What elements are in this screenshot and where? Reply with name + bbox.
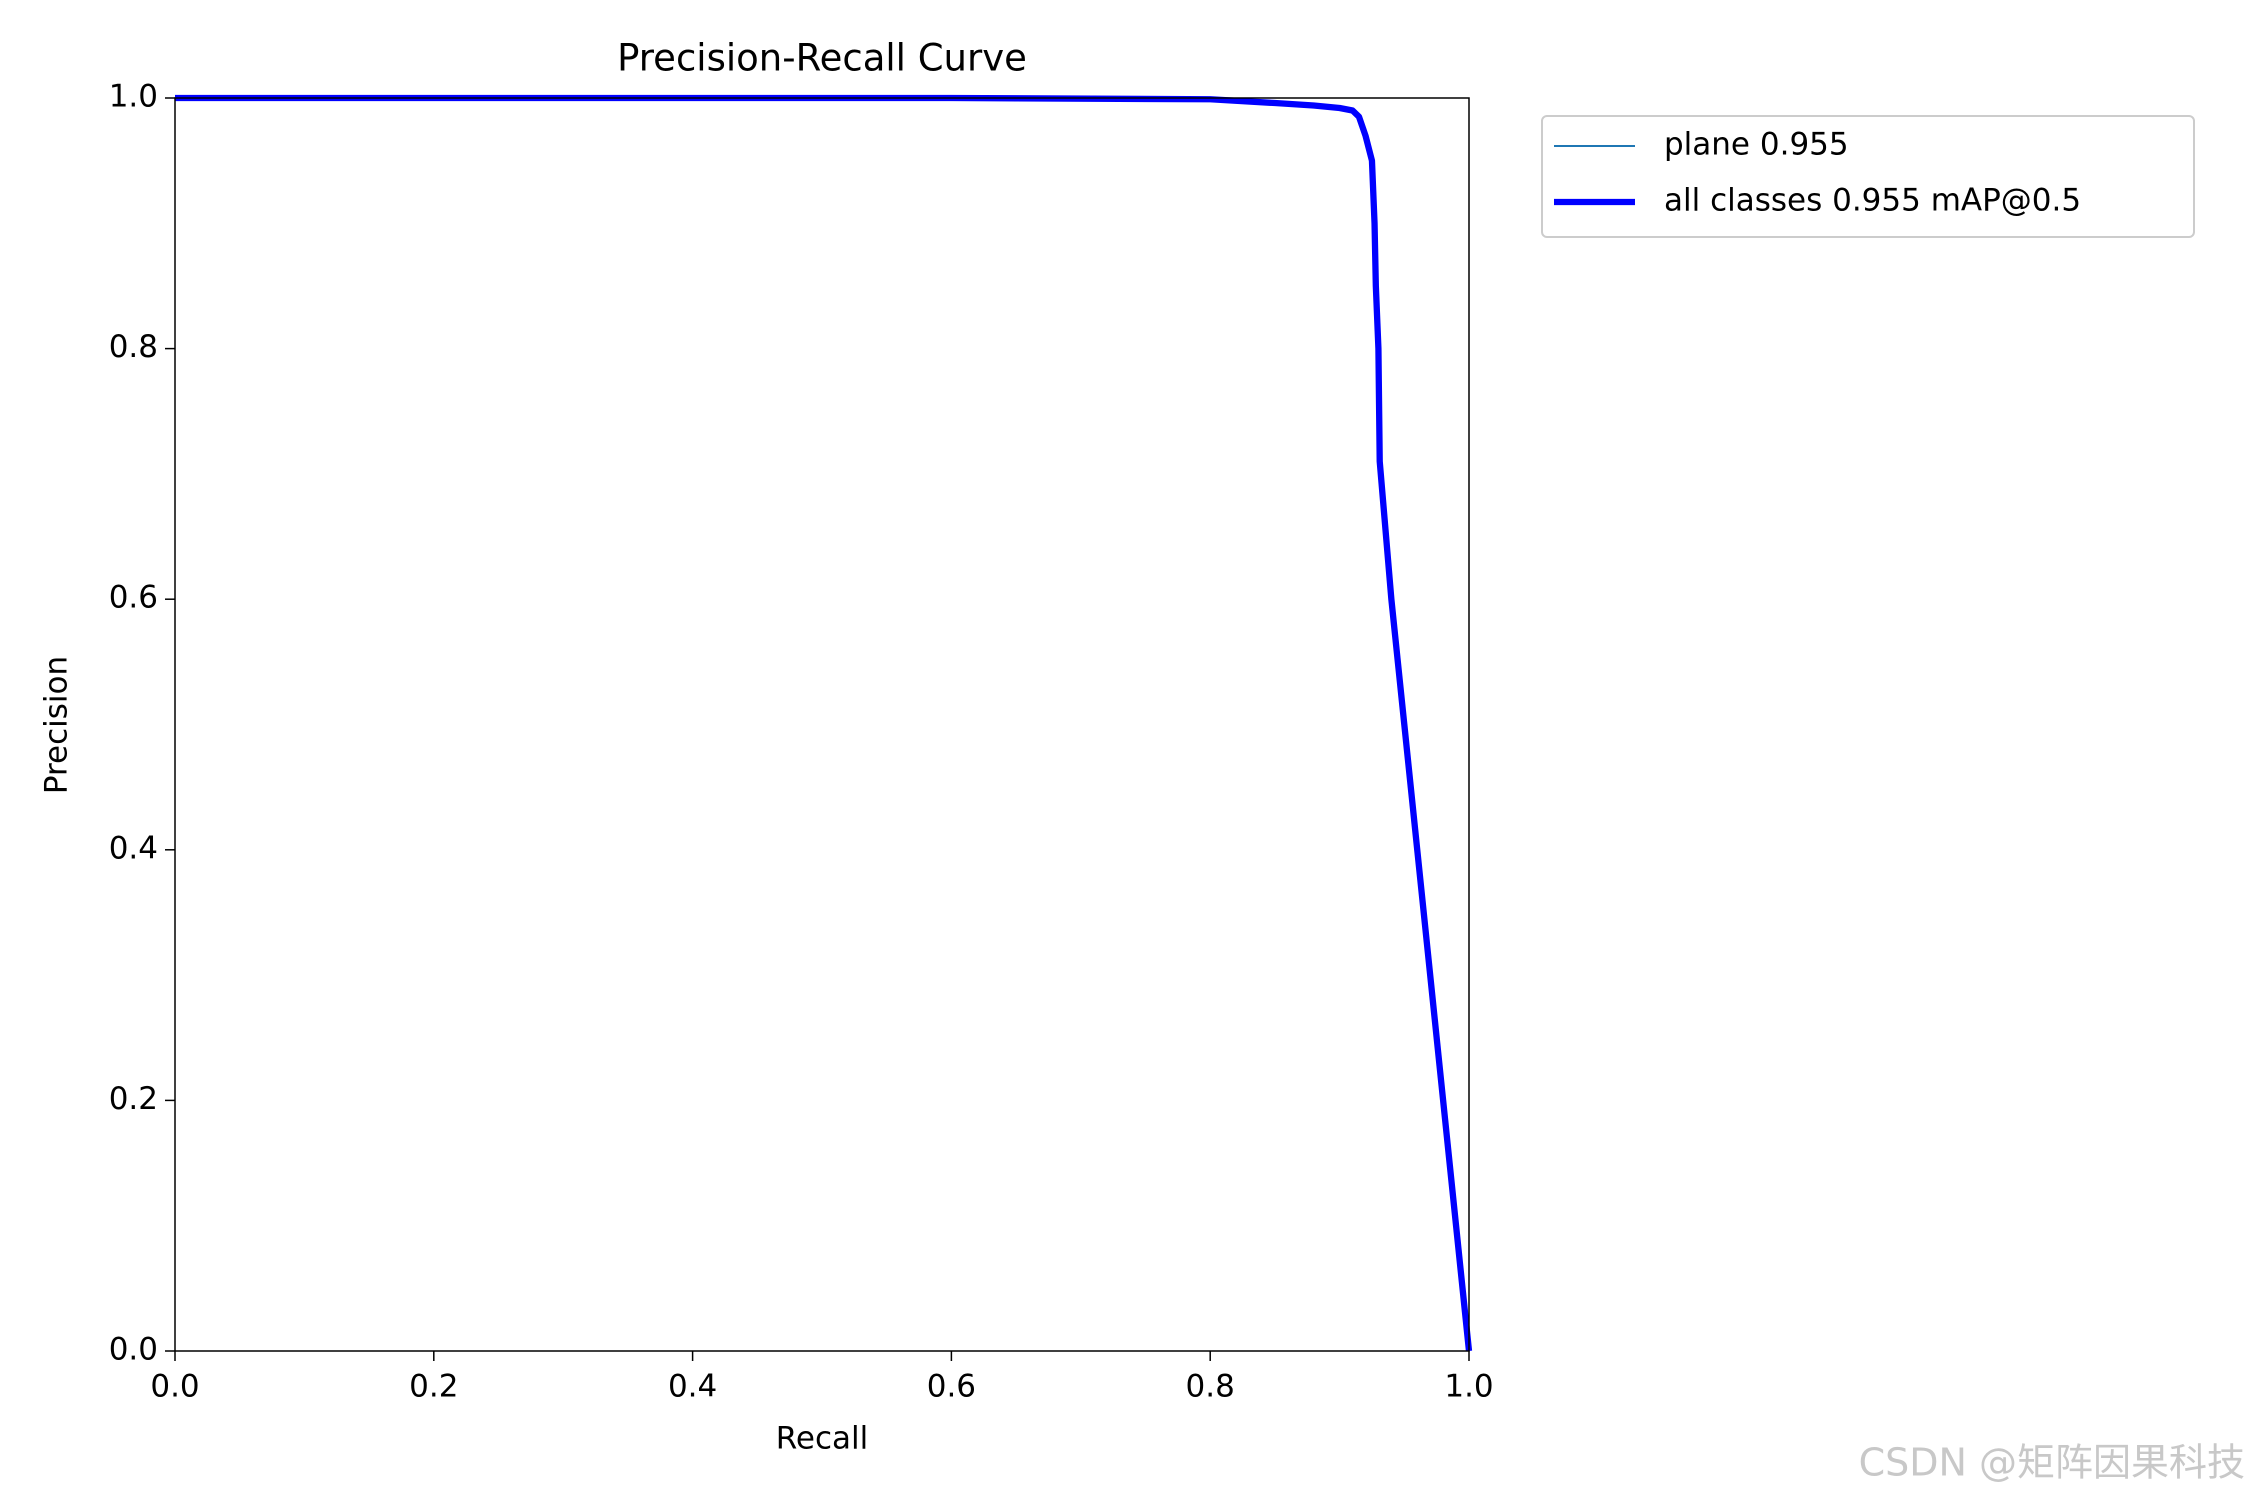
x-tick-label: 0.4 — [668, 1369, 717, 1405]
x-tick-label: 0.0 — [150, 1369, 199, 1405]
chart-title: Precision-Recall Curve — [617, 37, 1027, 80]
y-tick-label: 0.2 — [109, 1081, 158, 1117]
legend-label: all classes 0.955 mAP@0.5 — [1664, 183, 2081, 219]
y-tick-label: 0.4 — [109, 830, 158, 866]
y-tick-label: 0.0 — [109, 1332, 158, 1368]
plot-frame — [174, 97, 1470, 1352]
x-tick-label: 0.8 — [1186, 1369, 1235, 1405]
pr-curve — [175, 94, 1473, 1352]
y-tick-label: 0.6 — [109, 580, 158, 616]
legend-box — [1541, 115, 2195, 238]
x-tick-label: 0.6 — [927, 1369, 976, 1405]
y-tick-label: 1.0 — [109, 79, 158, 115]
x-tick-label: 0.2 — [409, 1369, 458, 1405]
watermark: CSDN @矩阵因果科技 — [1859, 1441, 2245, 1485]
y-axis-label: Precision — [39, 656, 75, 794]
y-tick-label: 0.8 — [109, 329, 158, 365]
x-axis-label: Recall — [776, 1421, 869, 1457]
x-tick-label: 1.0 — [1444, 1369, 1493, 1405]
legend-label: plane 0.955 — [1664, 127, 1849, 163]
